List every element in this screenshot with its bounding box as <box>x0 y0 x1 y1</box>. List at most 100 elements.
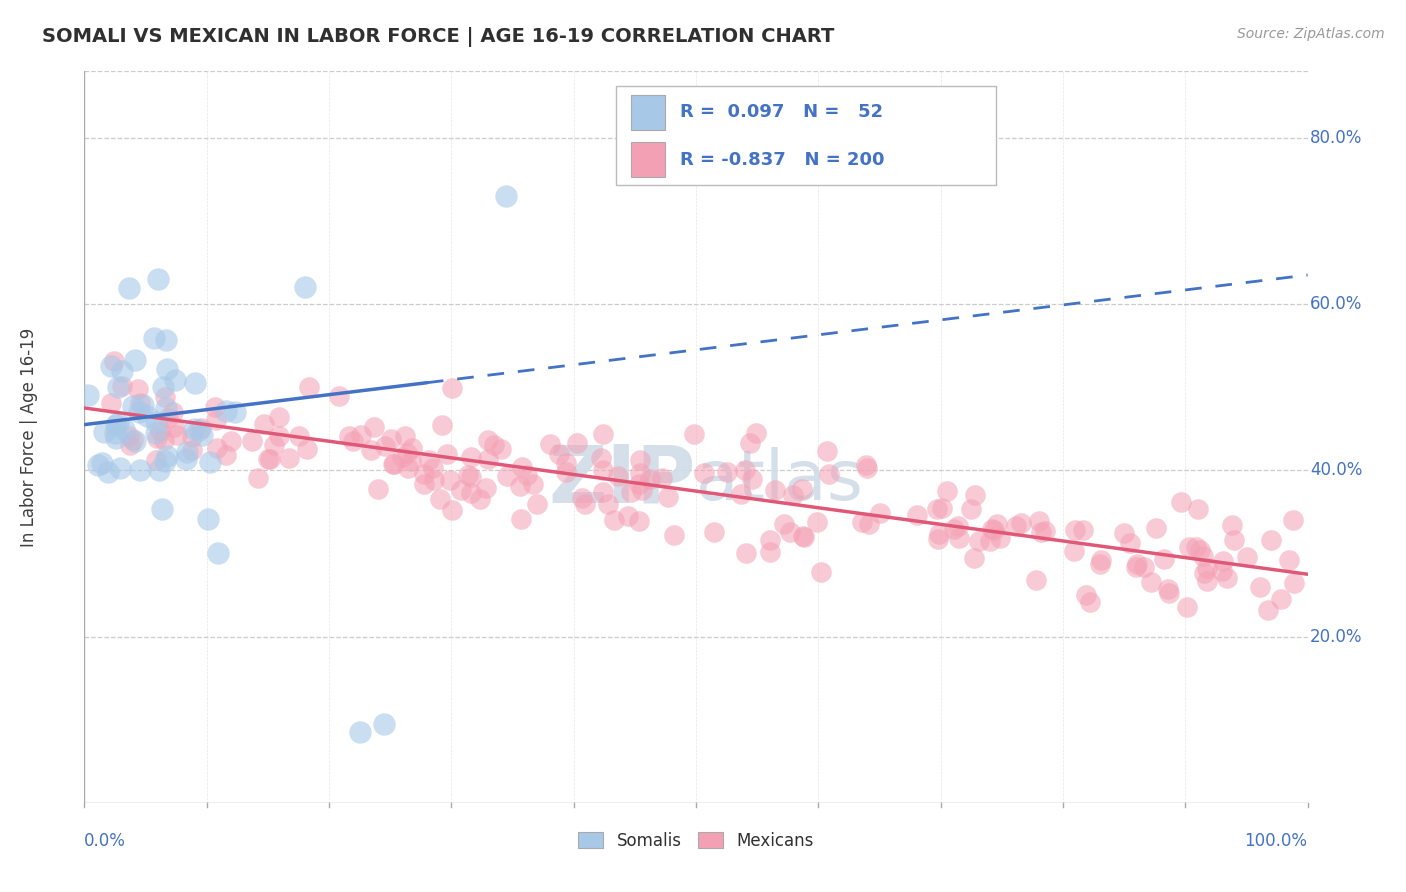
Point <box>127 382 149 396</box>
Point <box>165 373 187 387</box>
Point <box>589 451 612 466</box>
Point <box>247 471 270 485</box>
Point <box>1178 540 1201 554</box>
Point <box>267 428 290 442</box>
Point <box>197 512 219 526</box>
Point <box>526 497 548 511</box>
Point <box>1146 521 1168 535</box>
Point <box>628 514 651 528</box>
Point <box>555 456 578 470</box>
Point <box>988 531 1011 545</box>
Point <box>516 467 538 482</box>
Point <box>87 458 110 472</box>
Point <box>477 434 499 448</box>
Point <box>122 399 145 413</box>
Point <box>1076 588 1098 602</box>
Point <box>399 453 422 467</box>
Point <box>779 524 801 539</box>
Point <box>651 471 673 485</box>
Point <box>662 528 685 542</box>
Point <box>741 472 763 486</box>
Point <box>166 427 188 442</box>
Point <box>817 467 839 482</box>
Point <box>772 516 794 531</box>
Point <box>373 716 395 731</box>
Point <box>1278 553 1301 567</box>
Point <box>440 381 463 395</box>
Point <box>396 460 419 475</box>
Point <box>111 364 134 378</box>
Point <box>460 486 482 500</box>
Point <box>150 501 173 516</box>
Point <box>1282 576 1305 591</box>
Point <box>931 501 953 516</box>
Point <box>418 452 440 467</box>
Point <box>693 466 716 480</box>
Point <box>759 533 782 548</box>
Point <box>1223 533 1246 547</box>
Point <box>806 515 828 529</box>
Point <box>110 378 132 392</box>
Point <box>792 528 814 542</box>
Point <box>1064 524 1087 538</box>
Point <box>1189 543 1212 558</box>
Point <box>730 487 752 501</box>
Point <box>1010 516 1032 531</box>
Point <box>413 476 436 491</box>
Point <box>1031 524 1053 539</box>
Point <box>124 434 146 449</box>
Point <box>574 497 596 511</box>
FancyBboxPatch shape <box>631 143 665 178</box>
Point <box>1035 524 1057 538</box>
Point <box>734 463 756 477</box>
Point <box>617 508 640 523</box>
Point <box>107 416 129 430</box>
Point <box>1090 553 1112 567</box>
Legend: Somalis, Mexicans: Somalis, Mexicans <box>571 825 821 856</box>
Point <box>942 522 965 536</box>
Point <box>97 465 120 479</box>
Point <box>432 417 454 432</box>
Point <box>1159 585 1181 599</box>
Point <box>118 438 141 452</box>
Point <box>967 534 990 549</box>
Point <box>124 353 146 368</box>
Point <box>176 445 198 459</box>
Text: atlas: atlas <box>696 448 863 515</box>
Text: In Labor Force | Age 16-19: In Labor Force | Age 16-19 <box>20 327 38 547</box>
Point <box>294 280 316 294</box>
Point <box>927 532 949 546</box>
Point <box>136 409 159 424</box>
Point <box>198 455 221 469</box>
Point <box>460 470 482 484</box>
Point <box>851 515 873 529</box>
Point <box>489 442 512 456</box>
Point <box>112 422 135 436</box>
Point <box>413 467 436 481</box>
Point <box>548 447 571 461</box>
Point <box>100 359 122 373</box>
Point <box>100 396 122 410</box>
Point <box>457 468 479 483</box>
Point <box>631 483 654 497</box>
Point <box>297 442 319 456</box>
Point <box>592 485 614 500</box>
Point <box>104 417 127 432</box>
Point <box>153 433 176 447</box>
Point <box>142 331 165 345</box>
Point <box>118 429 141 443</box>
Point <box>240 434 263 448</box>
Point <box>571 491 593 506</box>
Point <box>763 483 786 497</box>
Point <box>1270 591 1292 606</box>
Point <box>986 517 1008 532</box>
Point <box>477 452 499 467</box>
Text: 40.0%: 40.0% <box>1310 461 1362 479</box>
Point <box>460 450 482 465</box>
Point <box>328 389 350 403</box>
Point <box>181 442 204 457</box>
Point <box>252 417 274 432</box>
Point <box>638 472 661 486</box>
Text: 0.0%: 0.0% <box>84 832 127 850</box>
Point <box>735 546 758 560</box>
